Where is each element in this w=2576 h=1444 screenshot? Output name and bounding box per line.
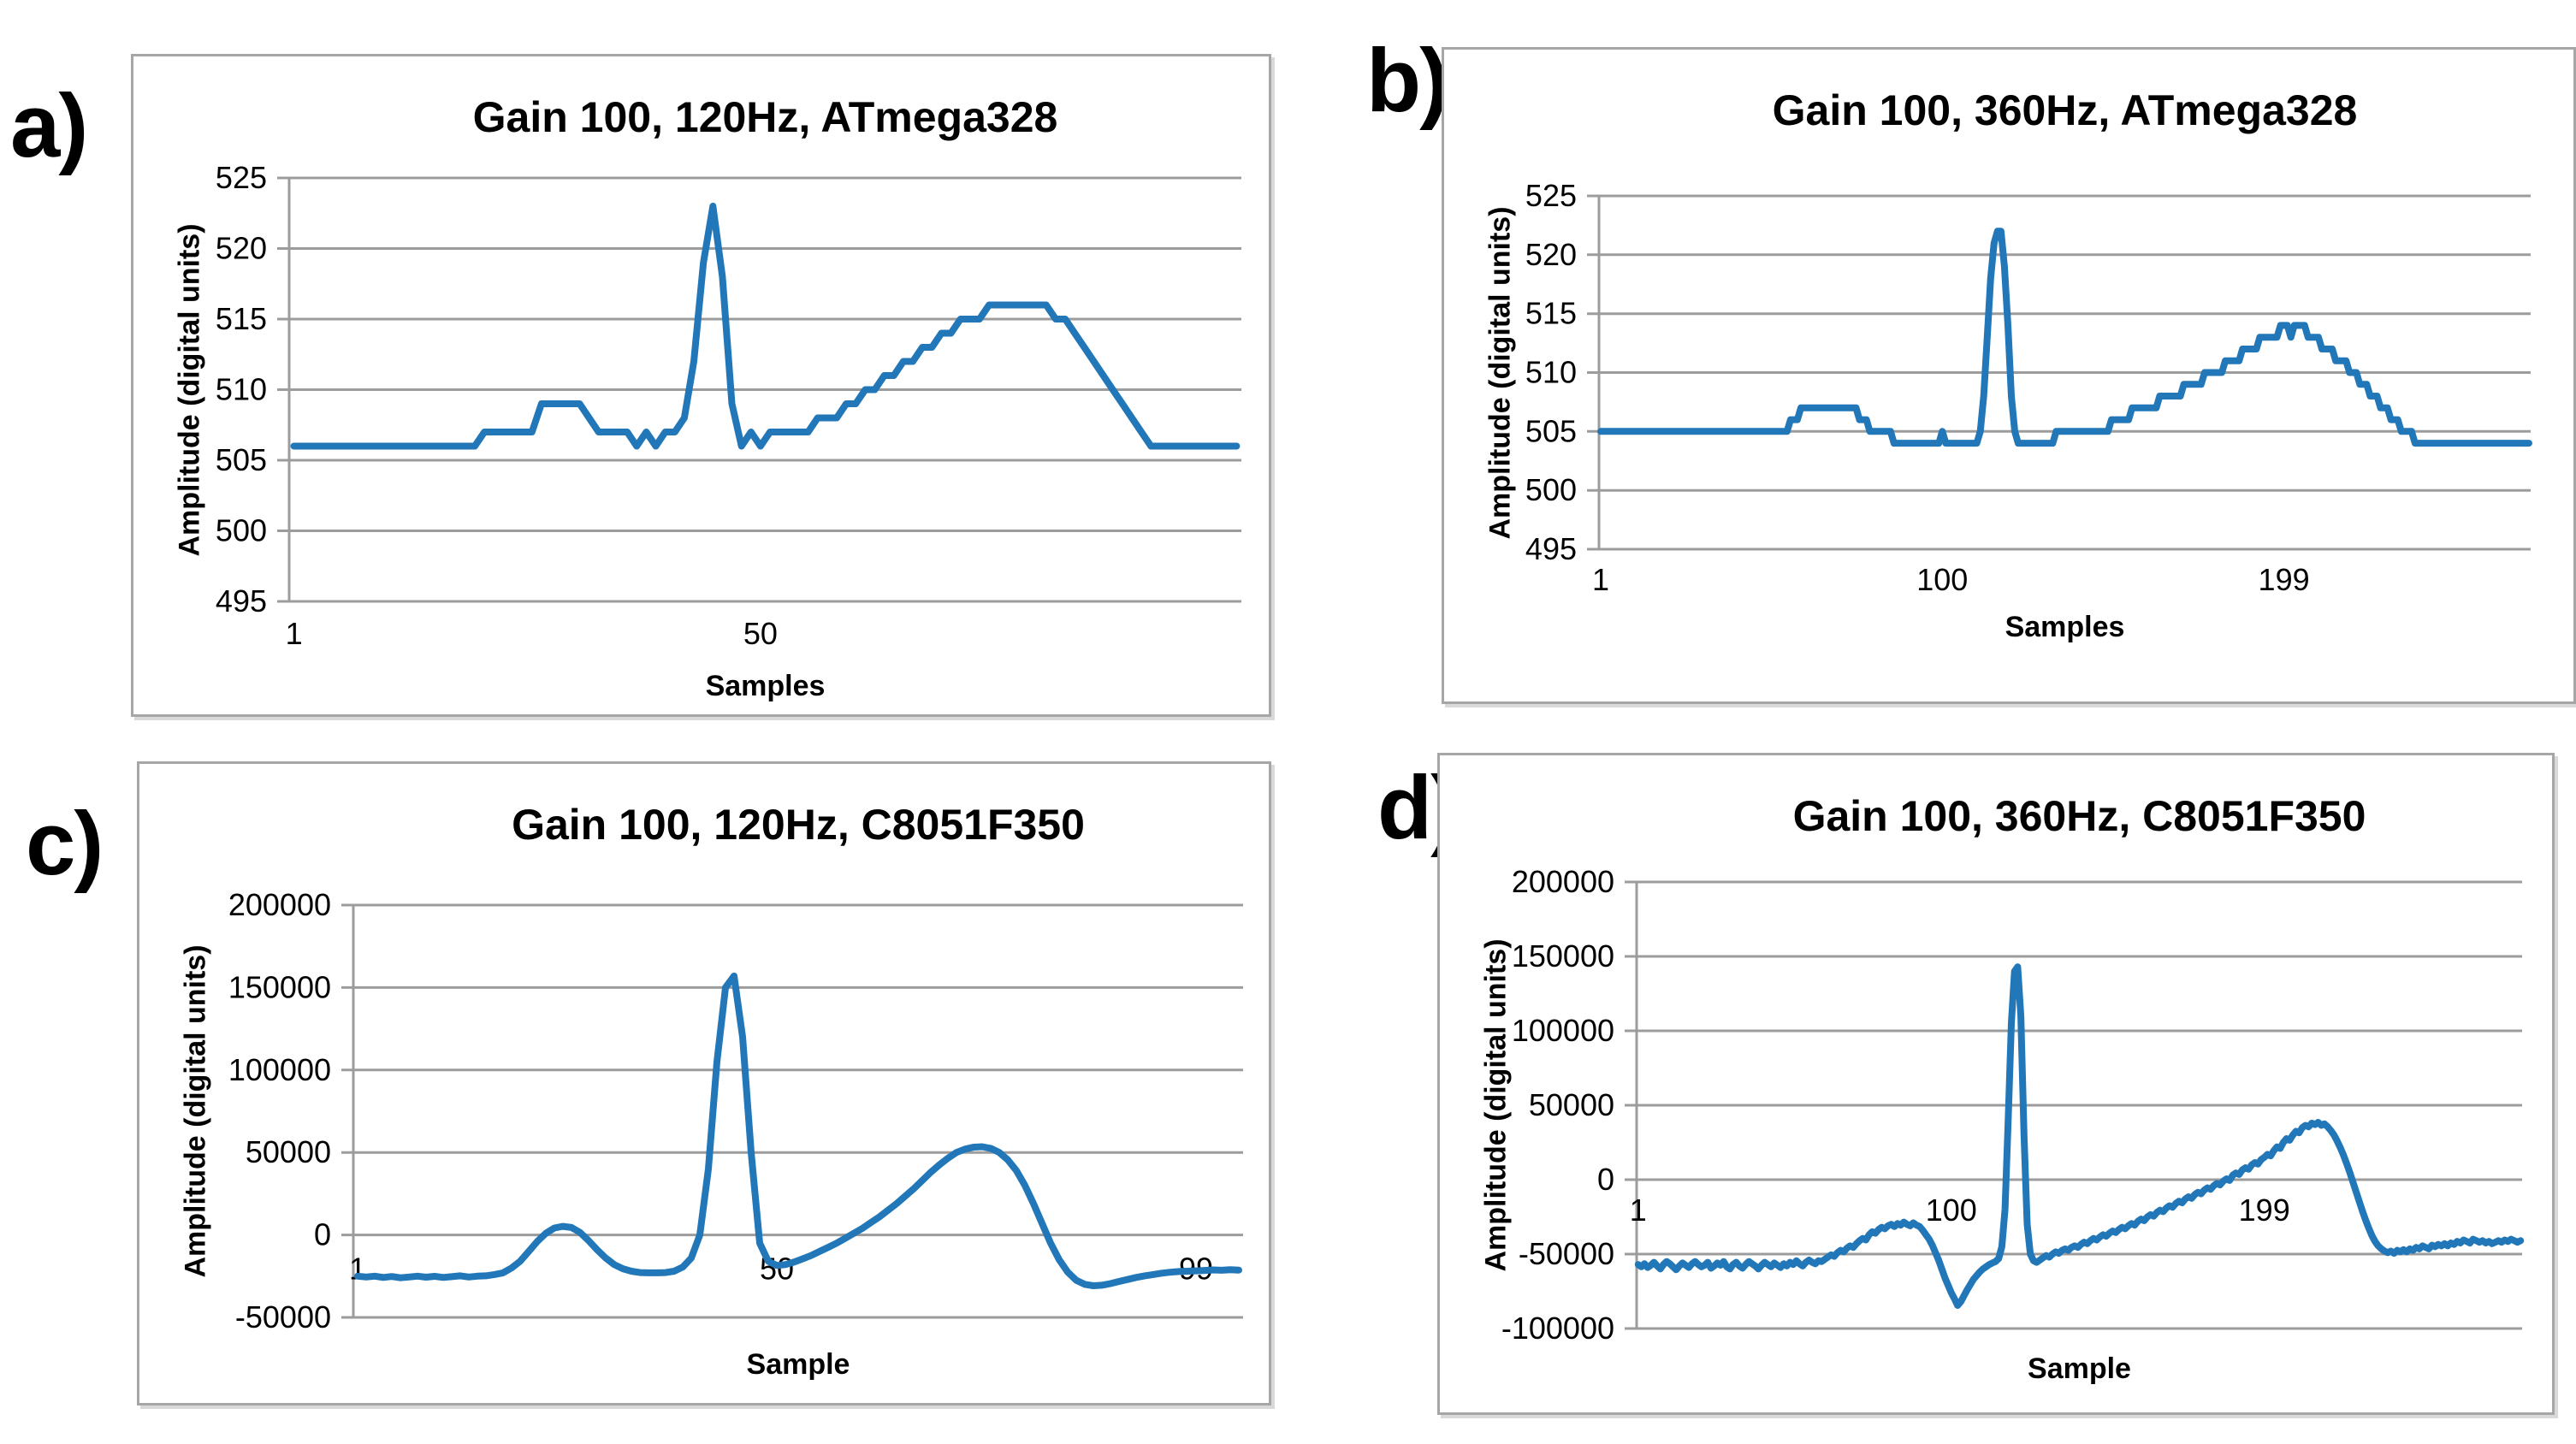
chart-d-x-axis-title: Sample	[2028, 1352, 2131, 1385]
panel-c-label: c)	[26, 794, 104, 894]
svg-text:200000: 200000	[228, 887, 331, 922]
svg-text:0: 0	[314, 1217, 331, 1252]
svg-text:150000: 150000	[228, 969, 331, 1004]
chart-a-plot-area: 495 500 505 510 515 520 525 1 50	[216, 160, 1241, 651]
chart-c-x-axis-title: Sample	[746, 1348, 850, 1381]
svg-text:500: 500	[216, 513, 267, 548]
svg-text:505: 505	[216, 442, 267, 477]
svg-text:525: 525	[1525, 178, 1577, 213]
svg-text:100: 100	[1916, 562, 1968, 597]
svg-text:1: 1	[349, 1252, 366, 1287]
svg-text:500: 500	[1525, 472, 1577, 507]
svg-text:1: 1	[1630, 1192, 1647, 1228]
svg-text:510: 510	[216, 372, 267, 407]
panel-b: b) Gain 100, 360Hz, ATmega328 Amplitude …	[1288, 0, 2576, 722]
svg-text:515: 515	[1525, 296, 1577, 331]
svg-text:50000: 50000	[246, 1134, 331, 1169]
svg-text:520: 520	[216, 231, 267, 266]
svg-text:199: 199	[2239, 1192, 2290, 1228]
chart-a-x-axis-title: Samples	[705, 670, 826, 702]
chart-b-title: Gain 100, 360Hz, ATmega328	[1772, 86, 2358, 134]
svg-text:525: 525	[216, 160, 267, 195]
chart-d-frame: Gain 100, 360Hz, C8051F350 Amplitude (di…	[1437, 753, 2555, 1415]
svg-text:510: 510	[1525, 355, 1577, 390]
svg-text:495: 495	[216, 583, 267, 618]
chart-b-plot-area: 495 500 505 510 515 520 525 1 100 199	[1525, 178, 2532, 597]
chart-a-frame: Gain 100, 120Hz, ATmega328 Amplitude (di…	[131, 54, 1271, 717]
svg-text:495: 495	[1525, 531, 1577, 566]
chart-c-title: Gain 100, 120Hz, C8051F350	[512, 801, 1085, 849]
svg-text:1: 1	[286, 616, 303, 651]
svg-text:50000: 50000	[1529, 1087, 1614, 1122]
panel-d: d) Gain 100, 360Hz, C8051F350 Amplitude …	[1288, 722, 2576, 1444]
panel-b-label: b)	[1366, 31, 1449, 131]
svg-text:1: 1	[1592, 562, 1609, 597]
panel-a-label: a)	[10, 76, 88, 176]
svg-text:100000: 100000	[1512, 1013, 1614, 1048]
chart-b-frame: Gain 100, 360Hz, ATmega328 Amplitude (di…	[1442, 47, 2576, 704]
svg-text:520: 520	[1525, 237, 1577, 272]
svg-text:200000: 200000	[1512, 864, 1614, 899]
svg-text:-50000: -50000	[1519, 1236, 1614, 1271]
svg-text:-100000: -100000	[1501, 1311, 1614, 1346]
panel-c: c) Gain 100, 120Hz, C8051F350 Amplitude …	[0, 722, 1288, 1444]
svg-text:515: 515	[216, 301, 267, 336]
svg-text:50: 50	[743, 616, 778, 651]
svg-text:0: 0	[1597, 1162, 1614, 1197]
svg-text:150000: 150000	[1512, 938, 1614, 974]
chart-d-title: Gain 100, 360Hz, C8051F350	[1792, 792, 2366, 840]
panel-a: a) Gain 100, 120Hz, ATmega328 Amplitude …	[0, 0, 1288, 722]
svg-text:100: 100	[1926, 1192, 1977, 1228]
svg-text:505: 505	[1525, 413, 1577, 448]
svg-text:100000: 100000	[228, 1052, 331, 1087]
svg-text:-50000: -50000	[235, 1299, 331, 1335]
chart-b-x-axis-title: Samples	[2005, 611, 2125, 643]
svg-text:199: 199	[2259, 562, 2310, 597]
chart-c-frame: Gain 100, 120Hz, C8051F350 Amplitude (di…	[137, 761, 1271, 1406]
chart-a-title: Gain 100, 120Hz, ATmega328	[472, 93, 1058, 141]
chart-d-plot-area: -100000 -50000 0 50000 100000 150000 200000 1 10…	[1501, 864, 2525, 1346]
